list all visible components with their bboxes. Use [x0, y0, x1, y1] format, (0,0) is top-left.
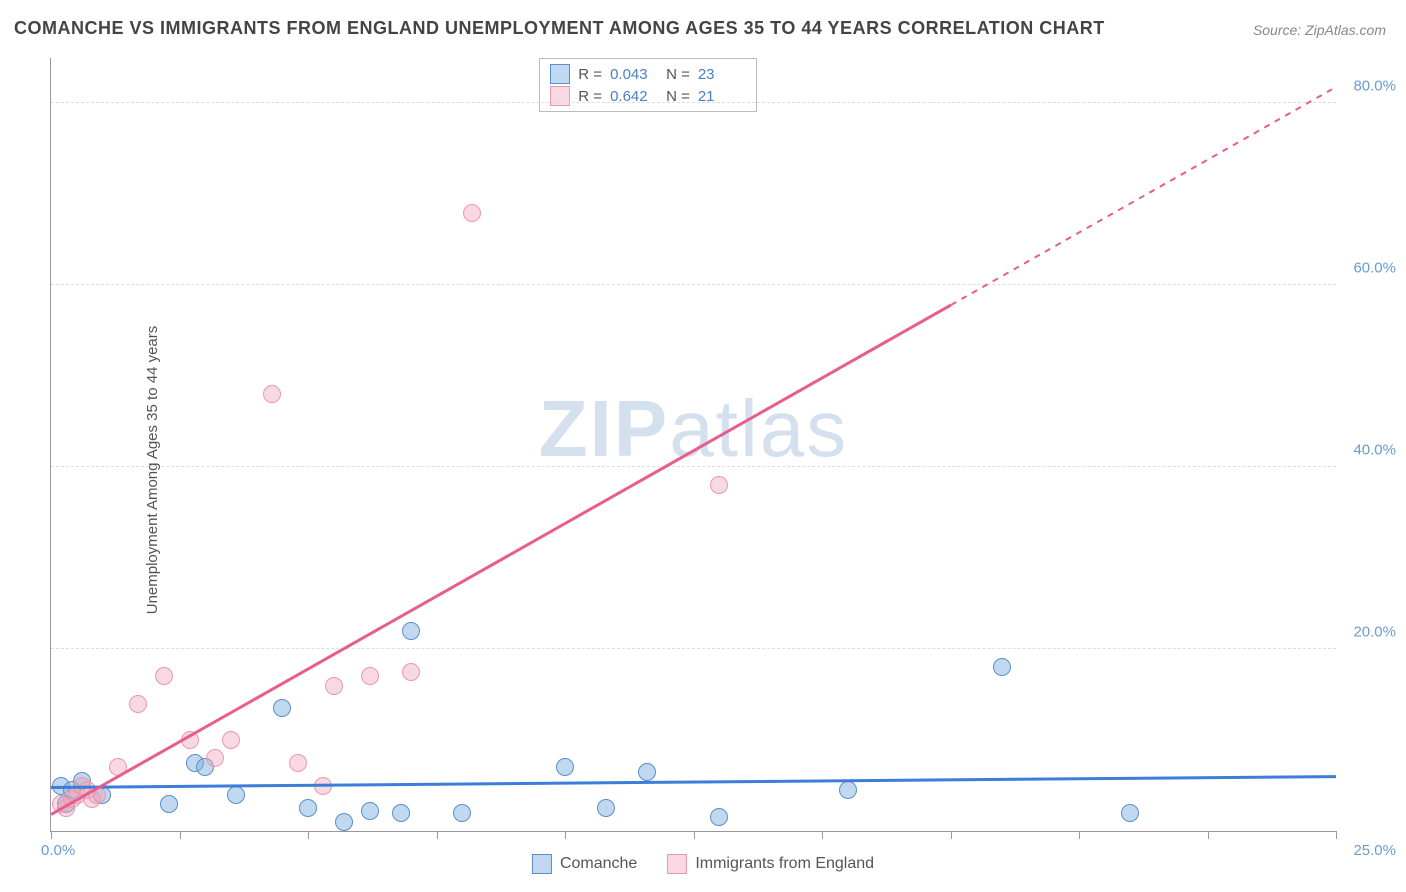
watermark: ZIPatlas — [539, 383, 848, 475]
swatch-blue-icon — [550, 64, 570, 84]
data-point — [222, 731, 240, 749]
data-point — [993, 658, 1011, 676]
data-point — [556, 758, 574, 776]
legend-swatch-blue-icon — [532, 854, 552, 874]
data-point — [710, 808, 728, 826]
n-value-1: 23 — [698, 66, 746, 83]
data-point — [1121, 804, 1139, 822]
data-point — [325, 677, 343, 695]
data-point — [129, 695, 147, 713]
data-point — [206, 749, 224, 767]
trend-line — [51, 775, 1336, 788]
x-tick — [1336, 831, 1337, 839]
stats-row-series2: R = 0.642 N = 21 — [550, 85, 746, 107]
legend-label-1: Comanche — [560, 855, 637, 873]
data-point — [638, 763, 656, 781]
data-point — [160, 795, 178, 813]
x-tick — [437, 831, 438, 839]
trend-line — [950, 85, 1336, 305]
legend-label-2: Immigrants from England — [695, 855, 874, 873]
y-tick-label: 40.0% — [1353, 442, 1396, 459]
bottom-legend: Comanche Immigrants from England — [532, 854, 874, 874]
data-point — [402, 663, 420, 681]
r-value-1: 0.043 — [610, 66, 658, 83]
x-tick — [694, 831, 695, 839]
x-tick — [1079, 831, 1080, 839]
n-label: N = — [666, 66, 690, 83]
data-point — [453, 804, 471, 822]
data-point — [299, 799, 317, 817]
data-point — [263, 385, 281, 403]
legend-item-1: Comanche — [532, 854, 637, 874]
x-tick — [951, 831, 952, 839]
chart-title: COMANCHE VS IMMIGRANTS FROM ENGLAND UNEM… — [14, 18, 1105, 39]
stats-legend-box: R = 0.043 N = 23 R = 0.642 N = 21 — [539, 58, 757, 112]
chart-container: Unemployment Among Ages 35 to 44 years Z… — [0, 48, 1406, 892]
x-tick — [180, 831, 181, 839]
legend-item-2: Immigrants from England — [667, 854, 874, 874]
data-point — [361, 667, 379, 685]
data-point — [710, 476, 728, 494]
gridline — [51, 466, 1336, 467]
data-point — [289, 754, 307, 772]
gridline — [51, 648, 1336, 649]
legend-swatch-pink-icon — [667, 854, 687, 874]
plot-area: ZIPatlas R = 0.043 N = 23 R = 0.642 N = … — [50, 58, 1336, 832]
gridline — [51, 102, 1336, 103]
stats-row-series1: R = 0.043 N = 23 — [550, 63, 746, 85]
y-tick-label: 20.0% — [1353, 624, 1396, 641]
x-tick-label: 25.0% — [1353, 842, 1396, 859]
y-tick-label: 80.0% — [1353, 78, 1396, 95]
x-tick — [565, 831, 566, 839]
data-point — [361, 802, 379, 820]
data-point — [335, 813, 353, 831]
x-tick — [51, 831, 52, 839]
data-point — [839, 781, 857, 799]
x-tick-label: 0.0% — [41, 842, 75, 859]
x-tick — [822, 831, 823, 839]
gridline — [51, 284, 1336, 285]
data-point — [392, 804, 410, 822]
trend-line — [50, 304, 951, 815]
y-tick-label: 60.0% — [1353, 260, 1396, 277]
data-point — [155, 667, 173, 685]
data-point — [597, 799, 615, 817]
x-tick — [308, 831, 309, 839]
data-point — [402, 622, 420, 640]
data-point — [463, 204, 481, 222]
r-label: R = — [578, 66, 602, 83]
data-point — [227, 786, 245, 804]
source-attribution: Source: ZipAtlas.com — [1253, 22, 1386, 38]
x-tick — [1208, 831, 1209, 839]
data-point — [273, 699, 291, 717]
